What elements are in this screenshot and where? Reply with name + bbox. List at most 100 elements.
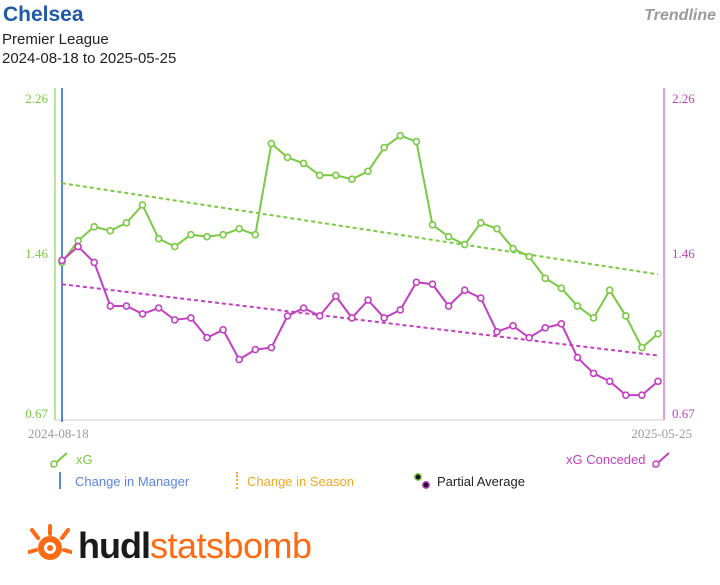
- xg-point[interactable]: [493, 224, 501, 233]
- xg-point[interactable]: [380, 143, 388, 152]
- xg-conceded-point[interactable]: [138, 310, 147, 318]
- xg-point[interactable]: [364, 167, 372, 176]
- xg-point[interactable]: [187, 230, 195, 239]
- brand-hudl: hudl: [78, 525, 151, 566]
- xg-conceded-trendline: [61, 283, 659, 357]
- xg-point[interactable]: [605, 286, 614, 294]
- xg-point[interactable]: [219, 230, 227, 239]
- xg-conceded-point[interactable]: [332, 292, 340, 300]
- xg-conceded-point[interactable]: [380, 314, 388, 322]
- xg-conceded-point[interactable]: [477, 294, 485, 302]
- xg-conceded-point[interactable]: [187, 314, 195, 322]
- xg-conceded-point[interactable]: [235, 355, 243, 364]
- xg-point[interactable]: [509, 244, 517, 253]
- xg-conceded-point[interactable]: [364, 296, 372, 304]
- right-tick-label: 2.26: [672, 91, 695, 106]
- xg-point[interactable]: [525, 252, 533, 261]
- xg-point[interactable]: [477, 219, 485, 227]
- xg-point[interactable]: [138, 201, 147, 209]
- xg-conceded-point[interactable]: [493, 327, 501, 336]
- competition-name: Premier League: [2, 31, 109, 48]
- xg-point[interactable]: [315, 171, 324, 180]
- xg-conceded-point[interactable]: [460, 286, 469, 294]
- xg-conceded-point[interactable]: [589, 369, 598, 378]
- x-start-label: 2024-08-18: [28, 426, 89, 441]
- xg-point[interactable]: [267, 139, 276, 148]
- xg-point[interactable]: [541, 274, 550, 283]
- team-name: Chelsea: [3, 3, 84, 26]
- right-tick-label: 1.46: [672, 246, 695, 261]
- xg-conceded-point[interactable]: [170, 316, 179, 324]
- xg-conceded-point[interactable]: [348, 314, 356, 322]
- xg-point[interactable]: [251, 230, 260, 239]
- manager-legend-icon: [59, 472, 61, 489]
- xg-legend-label[interactable]: xG: [76, 452, 93, 467]
- xg-point[interactable]: [106, 226, 115, 235]
- xg-point[interactable]: [412, 137, 421, 146]
- xg-conceded-point[interactable]: [251, 345, 260, 354]
- xg-point[interactable]: [203, 232, 211, 241]
- xg-point[interactable]: [638, 343, 646, 352]
- xg-point[interactable]: [573, 302, 582, 310]
- xg-conceded-point[interactable]: [396, 306, 405, 314]
- xg-point[interactable]: [460, 240, 469, 249]
- xg-conceded-point[interactable]: [412, 278, 421, 287]
- manager-legend-label[interactable]: Change in Manager: [75, 474, 190, 489]
- hudl-statsbomb-logo: hudl statsbomb: [28, 524, 312, 568]
- xg-conceded-point[interactable]: [621, 391, 630, 399]
- xg-point[interactable]: [396, 131, 405, 140]
- xg-conceded-point[interactable]: [557, 320, 566, 328]
- xg-conceded-legend-label[interactable]: xG Conceded: [566, 452, 646, 467]
- xg-point[interactable]: [299, 159, 308, 168]
- xg-point[interactable]: [122, 219, 131, 227]
- xg-trendline: [61, 182, 659, 276]
- xg-conceded-point[interactable]: [525, 333, 533, 342]
- view-mode-label[interactable]: Trendline: [644, 7, 716, 24]
- season-legend-label[interactable]: Change in Season: [247, 474, 354, 489]
- right-tick-label: 0.67: [672, 406, 695, 421]
- xg-conceded-point[interactable]: [315, 312, 324, 320]
- xg-point[interactable]: [557, 284, 566, 292]
- brand-statsbomb: statsbomb: [149, 525, 312, 566]
- xg-conceded-point[interactable]: [219, 325, 227, 334]
- xg-point[interactable]: [621, 312, 630, 320]
- partial-average-icon: [414, 473, 430, 489]
- xg-point[interactable]: [154, 234, 163, 243]
- xg-point[interactable]: [170, 242, 179, 251]
- xg-point[interactable]: [589, 314, 598, 322]
- partial-average-label[interactable]: Partial Average: [437, 474, 525, 489]
- xg-conceded-point[interactable]: [605, 377, 614, 386]
- xg-point[interactable]: [74, 236, 82, 245]
- xg-conceded-point[interactable]: [509, 322, 517, 330]
- xg-conceded-point[interactable]: [106, 302, 115, 310]
- xg-point[interactable]: [348, 175, 356, 184]
- xg-point[interactable]: [428, 220, 437, 229]
- xg-conceded-point[interactable]: [154, 304, 163, 312]
- xg-conceded-point[interactable]: [283, 312, 292, 320]
- xg-conceded-legend-icon: [652, 452, 670, 468]
- xg-legend-icon: [50, 452, 68, 468]
- xg-point[interactable]: [654, 329, 662, 338]
- xg-point[interactable]: [90, 222, 99, 231]
- xg-conceded-point[interactable]: [541, 324, 550, 332]
- xg-conceded-point[interactable]: [203, 333, 211, 342]
- xg-point[interactable]: [235, 224, 243, 233]
- xg-conceded-line: [61, 245, 659, 397]
- xg-conceded-point[interactable]: [444, 302, 453, 310]
- xg-conceded-point[interactable]: [573, 353, 582, 362]
- left-tick-label: 1.46: [25, 246, 48, 261]
- statsbomb-badge-icon: [28, 524, 72, 560]
- xg-conceded-point[interactable]: [74, 242, 82, 251]
- xg-conceded-point[interactable]: [654, 377, 662, 386]
- xg-conceded-point[interactable]: [90, 258, 99, 267]
- xg-conceded-point[interactable]: [122, 302, 131, 310]
- left-tick-label: 0.67: [25, 406, 48, 421]
- xg-conceded-point[interactable]: [638, 391, 646, 399]
- xg-conceded-point[interactable]: [267, 343, 276, 352]
- xg-conceded-point[interactable]: [58, 256, 66, 265]
- xg-point[interactable]: [283, 153, 292, 162]
- xg-point[interactable]: [332, 171, 340, 180]
- xg-point[interactable]: [444, 232, 453, 241]
- xg-conceded-point[interactable]: [299, 304, 308, 312]
- xg-conceded-point[interactable]: [428, 280, 437, 289]
